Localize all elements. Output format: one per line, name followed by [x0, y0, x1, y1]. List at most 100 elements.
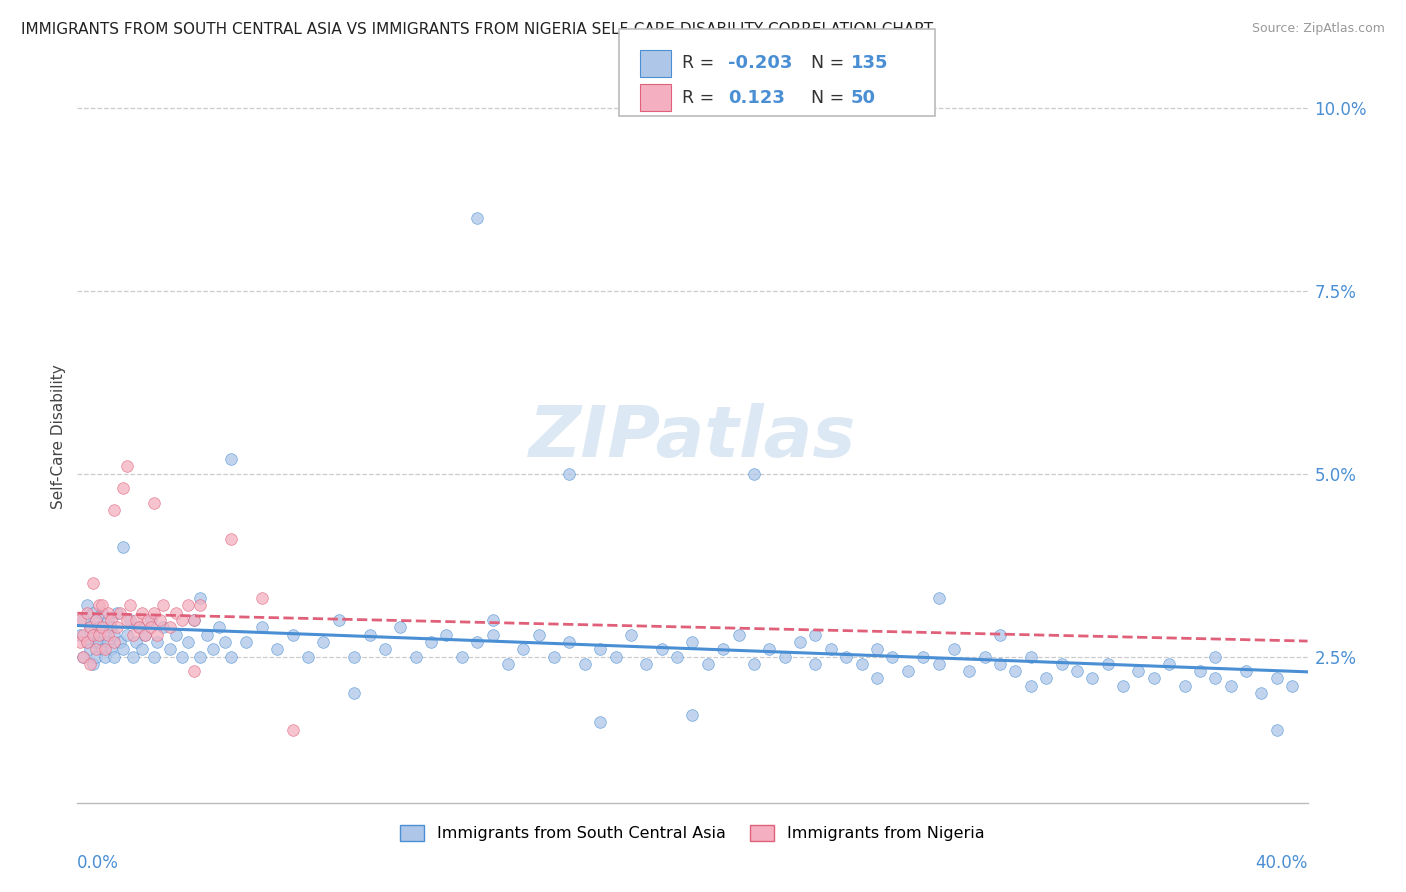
Point: [711, 642, 734, 657]
Point: [134, 627, 156, 641]
Point: [82, 606, 104, 620]
Point: [76, 606, 98, 620]
Point: [942, 642, 965, 657]
Point: [94, 642, 117, 657]
Point: [79, 620, 101, 634]
Point: [605, 649, 627, 664]
Point: [90, 599, 114, 613]
Point: [84, 649, 107, 664]
Point: [496, 657, 519, 671]
Point: [143, 649, 166, 664]
Point: [897, 664, 920, 678]
Point: [1097, 657, 1119, 671]
Point: [773, 649, 796, 664]
Point: [1035, 672, 1057, 686]
Point: [727, 627, 749, 641]
Point: [105, 620, 128, 634]
Point: [574, 657, 596, 671]
Point: [79, 642, 101, 657]
Point: [118, 613, 141, 627]
Point: [558, 467, 581, 481]
Point: [1265, 723, 1288, 737]
Point: [72, 613, 94, 627]
Point: [208, 620, 231, 634]
Point: [988, 657, 1011, 671]
Point: [90, 620, 114, 634]
Point: [589, 642, 612, 657]
Point: [69, 627, 91, 641]
Point: [851, 657, 873, 671]
Point: [988, 627, 1011, 641]
Point: [170, 613, 193, 627]
Point: [87, 620, 110, 634]
Point: [328, 613, 350, 627]
Point: [100, 642, 122, 657]
Point: [97, 613, 120, 627]
Point: [1265, 672, 1288, 686]
Point: [1204, 649, 1226, 664]
Point: [110, 635, 132, 649]
Point: [928, 657, 950, 671]
Point: [928, 591, 950, 605]
Point: [112, 540, 135, 554]
Point: [110, 606, 132, 620]
Point: [141, 620, 163, 634]
Text: R =: R =: [682, 88, 720, 106]
Point: [420, 635, 443, 649]
Point: [1250, 686, 1272, 700]
Point: [1128, 664, 1150, 678]
Point: [105, 606, 128, 620]
Point: [141, 613, 163, 627]
Point: [866, 642, 889, 657]
Point: [103, 627, 125, 641]
Point: [465, 211, 488, 225]
Point: [195, 627, 218, 641]
Point: [651, 642, 673, 657]
Point: [481, 613, 503, 627]
Point: [219, 649, 242, 664]
Point: [512, 642, 534, 657]
Point: [696, 657, 718, 671]
Point: [84, 613, 107, 627]
Point: [152, 599, 174, 613]
Point: [957, 664, 980, 678]
Point: [183, 664, 205, 678]
Point: [146, 627, 169, 641]
Point: [115, 459, 138, 474]
Point: [128, 620, 150, 634]
Point: [374, 642, 396, 657]
Point: [666, 649, 689, 664]
Point: [87, 635, 110, 649]
Point: [1050, 657, 1073, 671]
Point: [882, 649, 904, 664]
Point: [76, 599, 98, 613]
Point: [72, 649, 94, 664]
Point: [143, 496, 166, 510]
Point: [1234, 664, 1257, 678]
Text: N =: N =: [811, 54, 851, 72]
Point: [149, 613, 172, 627]
Point: [682, 635, 704, 649]
Point: [84, 642, 107, 657]
Point: [481, 627, 503, 641]
Point: [131, 606, 153, 620]
Point: [136, 613, 159, 627]
Point: [912, 649, 935, 664]
Point: [97, 627, 120, 641]
Point: [235, 635, 257, 649]
Point: [1019, 679, 1042, 693]
Point: [79, 620, 101, 634]
Text: ZIPatlas: ZIPatlas: [529, 402, 856, 472]
Point: [128, 620, 150, 634]
Text: R =: R =: [682, 54, 720, 72]
Point: [82, 657, 104, 671]
Point: [804, 627, 827, 641]
Point: [527, 627, 550, 641]
Point: [266, 642, 288, 657]
Point: [436, 627, 458, 641]
Point: [359, 627, 381, 641]
Point: [112, 642, 135, 657]
Y-axis label: Self-Care Disability: Self-Care Disability: [51, 365, 66, 509]
Legend: Immigrants from South Central Asia, Immigrants from Nigeria: Immigrants from South Central Asia, Immi…: [394, 818, 991, 847]
Point: [69, 635, 91, 649]
